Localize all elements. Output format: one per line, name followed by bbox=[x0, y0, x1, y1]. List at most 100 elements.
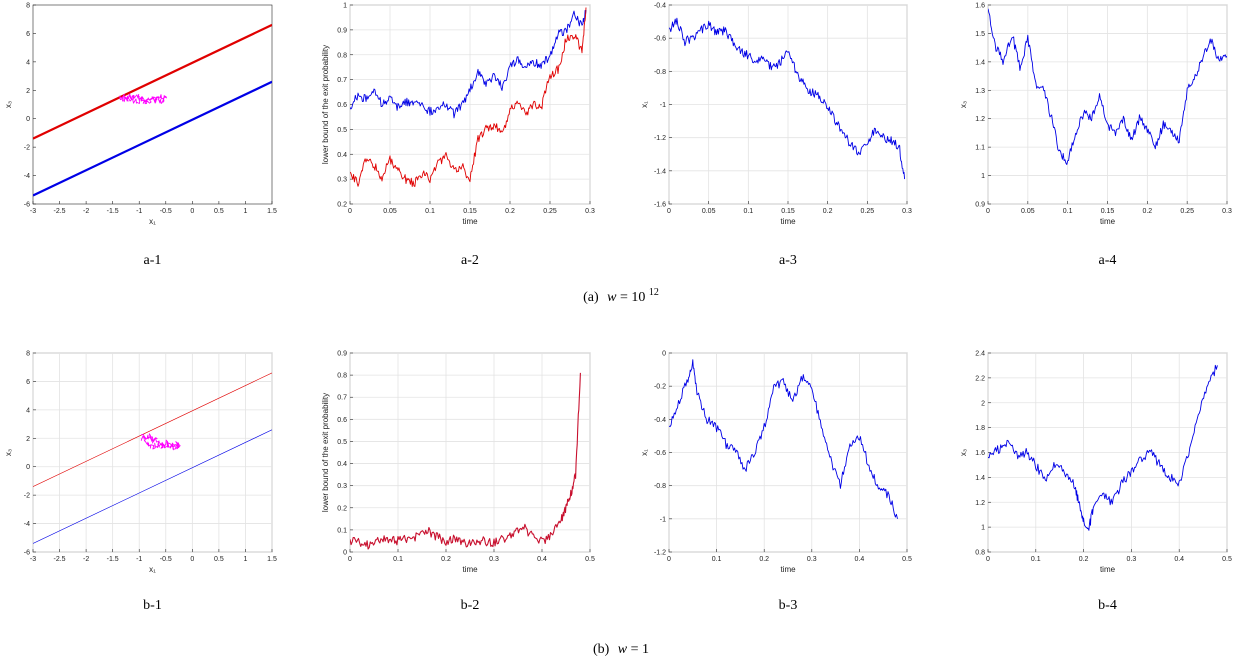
x-tick-label: 0 bbox=[667, 208, 671, 215]
panel-label: a-3 bbox=[779, 253, 797, 268]
y-axis-label: x₃ bbox=[4, 449, 13, 456]
series-line-magenta bbox=[119, 93, 167, 105]
x-tick-label: 1 bbox=[243, 208, 247, 215]
x-tick-label: 0 bbox=[190, 208, 194, 215]
x-tick-label: 0.2 bbox=[1142, 208, 1152, 215]
y-tick-label: 0 bbox=[343, 550, 347, 557]
x-tick-label: 0.4 bbox=[537, 556, 547, 563]
caption-b-prefix: (b) bbox=[593, 642, 610, 657]
x-axis-label: time bbox=[462, 217, 478, 226]
chart-panels: -3 -2.5 -2 -1.5 -1 -0.5 0 0.5 1 1.5 -6 -4 -2 0 2 4 6 8 x₁ x… bbox=[4, 3, 1232, 614]
y-tick-label: 0.8 bbox=[975, 550, 985, 557]
y-tick-label: 0.2 bbox=[337, 202, 347, 209]
x-tick-label: 0.25 bbox=[1180, 208, 1194, 215]
y-tick-label: -4 bbox=[24, 521, 30, 528]
y-tick-label: 0.7 bbox=[337, 77, 347, 84]
y-tick-label: 0.9 bbox=[975, 202, 985, 209]
x-tick-label: 0.1 bbox=[425, 208, 435, 215]
caption-a-var: w bbox=[607, 290, 617, 305]
x-tick-label: 0.15 bbox=[1101, 208, 1115, 215]
x-tick-label: 0.5 bbox=[585, 556, 595, 563]
x-tick-label: 0 bbox=[986, 208, 990, 215]
y-tick-label: 0.6 bbox=[337, 102, 347, 109]
y-tick-label: 1.4 bbox=[975, 59, 985, 66]
x-tick-label: -2.5 bbox=[54, 208, 66, 215]
panel-a-2: 0 0.05 0.1 0.15 0.2 0.25 0.3 0.2 0.3 0.4 0.5 0.6 0.7… bbox=[321, 3, 595, 269]
y-tick-label: 1.2 bbox=[975, 116, 985, 123]
x-tick-label: 0.5 bbox=[1222, 556, 1232, 563]
x-tick-label: -0.5 bbox=[160, 208, 172, 215]
x-tick-label: 0.3 bbox=[585, 208, 595, 215]
panel-a-1: -3 -2.5 -2 -1.5 -1 -0.5 0 0.5 1 1.5 -6 -4 -2 0 2 4 6 8 x₁ x… bbox=[4, 3, 277, 269]
x-axis-label: time bbox=[780, 565, 796, 574]
y-tick-label: -1.4 bbox=[654, 168, 666, 175]
series-line-blue bbox=[669, 359, 898, 519]
y-tick-label: 6 bbox=[26, 31, 30, 38]
y-axis-label: lower bound of the exit probability bbox=[321, 393, 330, 512]
x-tick-label: 0.4 bbox=[1174, 556, 1184, 563]
series-group bbox=[669, 17, 906, 180]
y-axis-label: x₁ bbox=[640, 449, 649, 456]
x-tick-label: 0.15 bbox=[781, 208, 795, 215]
y-tick-label: 0 bbox=[26, 116, 30, 123]
y-tick-label: -0.4 bbox=[654, 417, 666, 424]
y-tick-label: 0.4 bbox=[337, 461, 347, 468]
caption-a-eq: = bbox=[620, 290, 631, 305]
y-tick-label: -0.2 bbox=[654, 384, 666, 391]
x-tick-label: -0.5 bbox=[160, 556, 172, 563]
y-tick-label: 1 bbox=[343, 3, 347, 10]
x-tick-label: 1.5 bbox=[267, 556, 277, 563]
plot-area bbox=[32, 352, 273, 553]
y-tick-label: 0.3 bbox=[337, 483, 347, 490]
y-tick-label: 4 bbox=[26, 407, 30, 414]
x-axis-label: time bbox=[780, 217, 796, 226]
series-line-blue bbox=[33, 429, 272, 544]
series-line-crimson bbox=[350, 372, 581, 550]
panel-label: b-2 bbox=[461, 598, 480, 613]
y-axis-label: x₃ bbox=[4, 101, 13, 108]
caption-b-base: 1 bbox=[642, 642, 649, 657]
y-tick-label: -2 bbox=[24, 493, 30, 500]
panel-a-3: 0 0.05 0.1 0.15 0.2 0.25 0.3 -1.6 -1.4 -1.2 -1 -0.8… bbox=[640, 3, 912, 269]
y-tick-label: 0.6 bbox=[337, 417, 347, 424]
x-tick-label: 0.3 bbox=[1127, 556, 1137, 563]
y-tick-label: 0.7 bbox=[337, 395, 347, 402]
y-tick-label: 1.6 bbox=[975, 450, 985, 457]
series-group bbox=[988, 364, 1218, 531]
panel-b-2: 0 0.1 0.2 0.3 0.4 0.5 0 0.1 0.2 0.3 0.4 0.5 0.6 0.7 0.… bbox=[321, 351, 595, 614]
x-tick-label: 0.05 bbox=[702, 208, 716, 215]
panel-b-4: 0 0.1 0.2 0.3 0.4 0.5 0.8 1 1.2 1.4 1.6 1.8 2 2.2 2.4 t… bbox=[959, 351, 1232, 614]
y-tick-label: -6 bbox=[24, 202, 30, 209]
y-axis-label: x₃ bbox=[959, 101, 968, 108]
y-tick-label: 2.4 bbox=[975, 351, 985, 358]
x-tick-label: 0.5 bbox=[902, 556, 912, 563]
panel-a-4: 0 0.05 0.1 0.15 0.2 0.25 0.3 0.9 1 1.1 1.2 1.3 1.4 1.… bbox=[959, 3, 1232, 269]
x-tick-label: -2.5 bbox=[54, 556, 66, 563]
y-tick-label: -0.8 bbox=[654, 69, 666, 76]
caption-b-eq: = bbox=[631, 642, 642, 657]
y-tick-label: 1.3 bbox=[975, 88, 985, 95]
y-tick-label: -1.2 bbox=[654, 135, 666, 142]
caption-b-var: w bbox=[618, 642, 628, 657]
x-tick-label: 0.2 bbox=[441, 556, 451, 563]
panel-b-1: -3 -2.5 -2 -1.5 -1 -0.5 0 0.5 1 1.5 -6 -4 -2 0 2 4 6 8 x₁ x… bbox=[4, 351, 277, 614]
caption-a-prefix: (a) bbox=[583, 290, 599, 305]
series-line-red bbox=[33, 372, 272, 487]
series-group bbox=[350, 372, 581, 550]
series-line-blue bbox=[988, 364, 1218, 531]
y-tick-label: 0.9 bbox=[337, 351, 347, 358]
x-tick-label: 0.3 bbox=[807, 556, 817, 563]
y-tick-label: 0.3 bbox=[337, 177, 347, 184]
y-tick-label: 2 bbox=[26, 436, 30, 443]
x-tick-label: 0.3 bbox=[902, 208, 912, 215]
x-tick-label: -1.5 bbox=[107, 208, 119, 215]
y-tick-label: -4 bbox=[24, 173, 30, 180]
x-tick-label: 0.25 bbox=[861, 208, 875, 215]
panel-label: b-4 bbox=[1098, 598, 1117, 613]
x-tick-label: 0.2 bbox=[505, 208, 515, 215]
x-tick-label: 0.1 bbox=[712, 556, 722, 563]
series-line-blue bbox=[669, 17, 906, 180]
series-line-blue bbox=[350, 9, 587, 119]
x-axis-label: x₁ bbox=[149, 565, 156, 574]
